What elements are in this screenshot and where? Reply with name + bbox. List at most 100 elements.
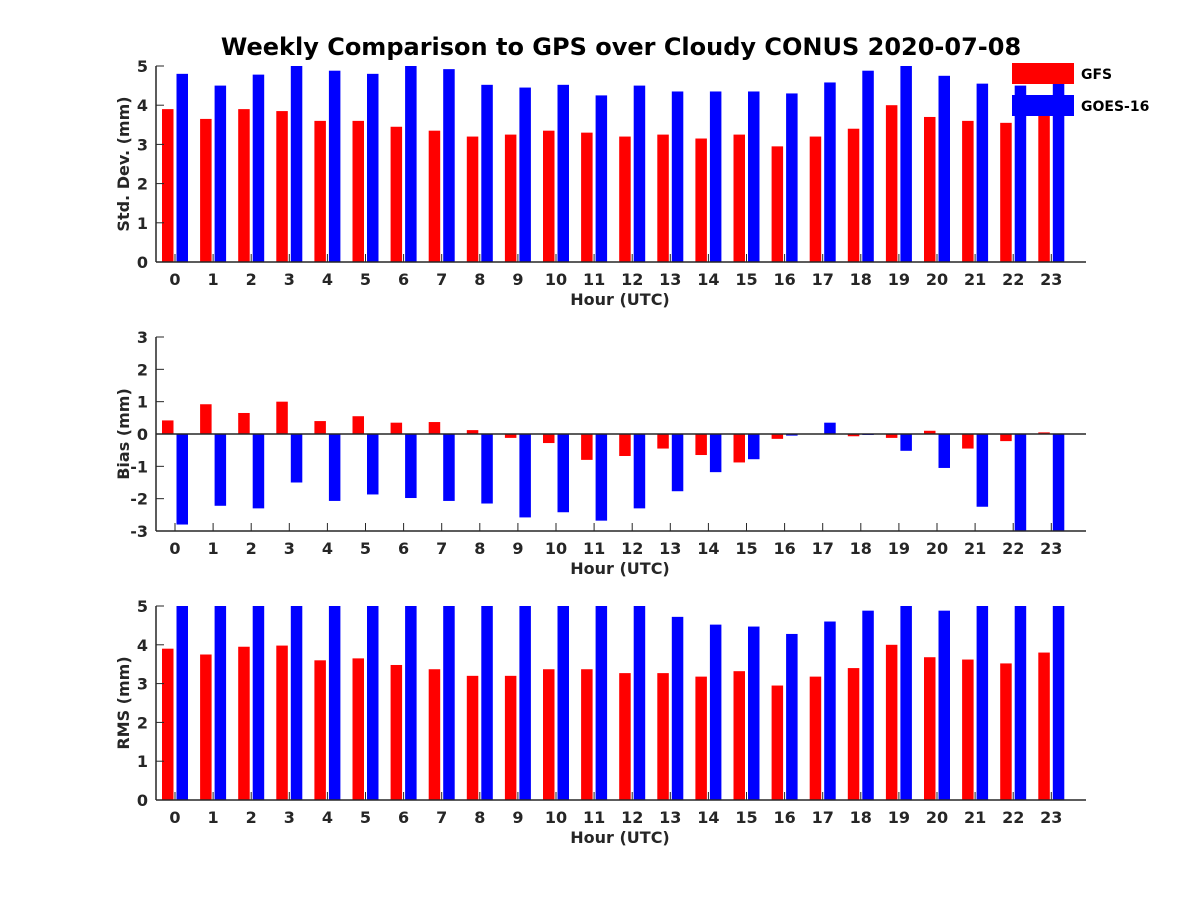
bar-gfs-hour-20: [924, 116, 936, 263]
x-tick-label: 0: [169, 539, 180, 558]
x-tick-label: 9: [512, 539, 523, 558]
x-tick-label: 17: [812, 270, 834, 289]
y-tick-label: 2: [137, 360, 148, 379]
bar-gfs-hour-8: [466, 675, 479, 800]
bar-gfs-hour-20: [924, 430, 936, 434]
bar-gfs-hour-19: [885, 105, 898, 262]
x-tick-label: 10: [545, 539, 567, 558]
x-tick-label: 18: [850, 808, 872, 827]
bar-gfs-hour-19: [885, 644, 898, 800]
legend-item-goes16: GOES-16: [1012, 95, 1149, 116]
x-tick-label: 9: [512, 808, 523, 827]
bar-goes16-hour-3: [290, 606, 303, 800]
bar-gfs-hour-17: [809, 676, 822, 800]
x-tick-label: 16: [773, 808, 795, 827]
x-tick-label: 0: [169, 808, 180, 827]
bar-gfs-hour-18: [847, 434, 860, 437]
bar-goes16-hour-11: [595, 606, 608, 800]
bar-goes16-hour-15: [748, 434, 760, 460]
bar-goes16-hour-12: [633, 434, 646, 509]
bar-goes16-hour-15: [748, 626, 760, 800]
bar-gfs-hour-4: [314, 660, 326, 800]
bar-goes16-hour-11: [595, 95, 608, 263]
x-tick-label: 14: [697, 808, 719, 827]
bar-goes16-hour-6: [405, 606, 417, 800]
legend-label: GOES-16: [1081, 99, 1149, 115]
bar-gfs-hour-21: [962, 434, 974, 449]
bar-goes16-hour-16: [786, 633, 798, 800]
bar-goes16-hour-8: [481, 606, 493, 800]
x-tick-label: 19: [888, 808, 910, 827]
bar-goes16-hour-13: [671, 434, 684, 492]
bar-goes16-hour-4: [328, 606, 341, 800]
bar-gfs-hour-22: [1000, 663, 1012, 800]
bar-gfs-hour-23: [1038, 432, 1050, 434]
bar-goes16-hour-8: [481, 434, 493, 504]
x-tick-label: 21: [964, 808, 986, 827]
y-tick-label: 1: [137, 752, 148, 771]
x-tick-label: 2: [246, 808, 257, 827]
bar-goes16-hour-2: [252, 606, 265, 800]
bar-goes16-hour-19: [900, 606, 912, 800]
bar-gfs-hour-13: [657, 673, 669, 800]
bar-gfs-hour-14: [695, 434, 707, 456]
bar-goes16-hour-16: [786, 434, 798, 436]
bar-goes16-hour-23: [1052, 81, 1065, 263]
bar-gfs-hour-1: [200, 118, 212, 262]
x-tick-label: 6: [398, 539, 409, 558]
bar-goes16-hour-7: [443, 434, 455, 501]
bar-goes16-hour-23: [1052, 434, 1065, 531]
bar-gfs-hour-1: [200, 404, 212, 434]
bar-gfs-hour-22: [1000, 434, 1012, 442]
x-axis-label: Hour (UTC): [570, 290, 670, 309]
y-tick-label: 0: [137, 791, 148, 810]
legend-item-gfs: GFS: [1012, 63, 1112, 84]
x-tick-label: 13: [659, 808, 681, 827]
bar-gfs-hour-16: [771, 685, 784, 800]
figure-title: Weekly Comparison to GPS over Cloudy CON…: [221, 33, 1021, 61]
bar-goes16-hour-21: [976, 434, 989, 507]
bar-goes16-hour-4: [328, 434, 341, 501]
bar-goes16-hour-10: [557, 84, 569, 262]
y-tick-label: 3: [137, 328, 148, 347]
x-tick-label: 3: [284, 270, 295, 289]
bar-gfs-hour-7: [428, 130, 441, 262]
x-tick-label: 7: [436, 808, 447, 827]
x-tick-label: 2: [246, 270, 257, 289]
bar-gfs-hour-9: [504, 434, 517, 438]
bar-gfs-hour-23: [1038, 113, 1050, 262]
bar-gfs-hour-15: [733, 134, 745, 262]
x-tick-label: 15: [735, 270, 757, 289]
bar-gfs-hour-0: [162, 648, 174, 800]
bar-goes16-hour-8: [481, 84, 493, 262]
x-tick-label: 12: [621, 808, 643, 827]
bar-goes16-hour-22: [1014, 606, 1027, 800]
x-tick-label: 22: [1002, 539, 1024, 558]
y-tick-label: 3: [137, 675, 148, 694]
x-tick-label: 11: [583, 539, 605, 558]
bar-gfs-hour-2: [238, 109, 250, 263]
x-tick-label: 3: [284, 539, 295, 558]
bar-gfs-hour-12: [619, 136, 631, 262]
bar-goes16-hour-16: [786, 93, 798, 262]
bar-gfs-hour-14: [695, 138, 707, 262]
bar-gfs-hour-9: [504, 134, 517, 262]
bar-goes16-hour-2: [252, 74, 265, 263]
bar-gfs-hour-10: [543, 434, 555, 444]
bar-goes16-hour-5: [367, 606, 379, 800]
bar-gfs-hour-11: [581, 669, 593, 800]
x-tick-label: 22: [1002, 808, 1024, 827]
y-tick-label: -3: [130, 522, 148, 541]
y-tick-label: 2: [137, 175, 148, 194]
x-tick-label: 23: [1040, 539, 1062, 558]
x-tick-label: 21: [964, 270, 986, 289]
bar-goes16-hour-5: [367, 434, 379, 495]
y-axis-label: Std. Dev. (mm): [114, 96, 133, 231]
bar-gfs-hour-11: [581, 434, 593, 460]
bar-goes16-hour-9: [519, 87, 531, 262]
x-tick-label: 4: [322, 539, 333, 558]
bar-goes16-hour-17: [824, 82, 836, 263]
